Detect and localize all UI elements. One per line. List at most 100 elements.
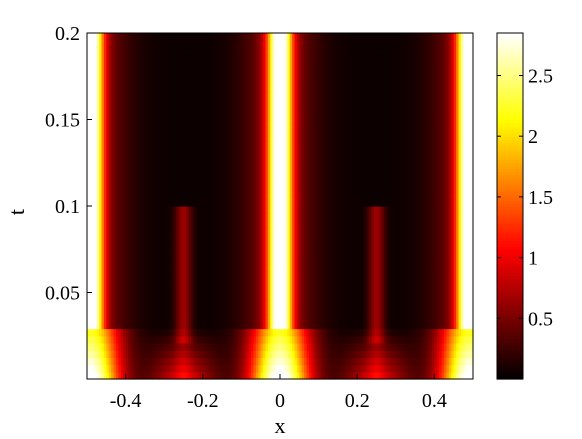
heatmap-cell bbox=[429, 198, 433, 207]
heatmap-cell bbox=[412, 162, 416, 171]
heatmap-cell bbox=[374, 364, 378, 373]
heatmap-cell bbox=[306, 162, 310, 171]
heatmap-cell bbox=[294, 342, 298, 351]
heatmap-cell bbox=[366, 299, 370, 308]
heatmap-cell bbox=[226, 263, 230, 272]
heatmap-cell bbox=[313, 299, 317, 308]
heatmap-cell bbox=[255, 335, 259, 344]
heatmap-cell bbox=[316, 177, 320, 185]
heatmap-cell bbox=[176, 162, 180, 171]
heatmap-cell bbox=[224, 371, 228, 380]
heatmap-cell bbox=[96, 321, 100, 330]
heatmap-cell bbox=[465, 335, 469, 344]
heatmap-cell bbox=[415, 285, 419, 294]
heatmap-cell bbox=[207, 263, 211, 272]
heatmap-cell bbox=[313, 350, 317, 358]
heatmap-cell bbox=[468, 155, 472, 164]
heatmap-cell bbox=[118, 191, 122, 200]
heatmap-cell bbox=[272, 263, 276, 272]
heatmap-cell bbox=[318, 206, 322, 214]
heatmap-cell bbox=[436, 278, 440, 286]
heatmap-cell bbox=[202, 278, 206, 286]
heatmap-cell bbox=[154, 177, 158, 185]
heatmap-cell bbox=[313, 249, 317, 258]
heatmap-cell bbox=[144, 256, 148, 265]
heatmap-cell bbox=[164, 206, 168, 214]
heatmap-cell bbox=[103, 162, 107, 171]
heatmap-cell bbox=[453, 227, 457, 236]
heatmap-cell bbox=[415, 364, 419, 373]
heatmap-cell bbox=[388, 342, 392, 351]
heatmap-cell bbox=[296, 306, 300, 315]
heatmap-cell bbox=[436, 306, 440, 315]
heatmap-cell bbox=[140, 162, 144, 171]
heatmap-cell bbox=[265, 314, 269, 322]
heatmap-cell bbox=[395, 155, 399, 164]
heatmap-cell bbox=[419, 328, 423, 337]
heatmap-cell bbox=[354, 292, 358, 301]
heatmap-cell bbox=[135, 321, 139, 330]
heatmap-cell bbox=[265, 213, 269, 222]
heatmap-cell bbox=[390, 242, 394, 250]
heatmap-cell bbox=[263, 162, 267, 171]
heatmap-cell bbox=[229, 321, 233, 330]
heatmap-cell bbox=[429, 299, 433, 308]
heatmap-cell bbox=[193, 234, 197, 243]
heatmap-cell bbox=[207, 220, 211, 229]
heatmap-cell bbox=[169, 292, 173, 301]
heatmap-cell bbox=[340, 184, 344, 193]
heatmap-cell bbox=[330, 285, 334, 294]
heatmap-cell bbox=[224, 184, 228, 193]
heatmap-cell bbox=[108, 342, 112, 351]
heatmap-cell bbox=[340, 328, 344, 337]
heatmap-cell bbox=[439, 263, 443, 272]
heatmap-cell bbox=[99, 321, 103, 330]
heatmap-cell bbox=[280, 299, 284, 308]
heatmap-cell bbox=[140, 169, 144, 178]
heatmap-cell bbox=[229, 184, 233, 193]
heatmap-cell bbox=[359, 292, 363, 301]
heatmap-cell bbox=[289, 357, 293, 366]
heatmap-cell bbox=[390, 256, 394, 265]
heatmap-cell bbox=[156, 177, 160, 185]
heatmap-cell bbox=[234, 314, 238, 322]
heatmap-cell bbox=[185, 299, 189, 308]
heatmap-cell bbox=[415, 242, 419, 250]
heatmap-cell bbox=[453, 169, 457, 178]
heatmap-cell bbox=[260, 227, 264, 236]
heatmap-cell bbox=[386, 169, 390, 178]
heatmap-cell bbox=[207, 292, 211, 301]
heatmap-cell bbox=[176, 263, 180, 272]
heatmap-cell bbox=[311, 256, 315, 265]
heatmap-cell bbox=[400, 350, 404, 358]
heatmap-cell bbox=[103, 306, 107, 315]
heatmap-cell bbox=[212, 177, 216, 185]
heatmap-cell bbox=[289, 306, 293, 315]
heatmap-cell bbox=[328, 357, 332, 366]
heatmap-cell bbox=[393, 270, 397, 279]
heatmap-cell bbox=[417, 350, 421, 358]
heatmap-cell bbox=[132, 328, 136, 337]
heatmap-cell bbox=[337, 169, 341, 178]
heatmap-cell bbox=[156, 350, 160, 358]
heatmap-cell bbox=[337, 278, 341, 286]
heatmap-cell bbox=[422, 342, 426, 351]
heatmap-cell bbox=[458, 263, 462, 272]
heatmap-cell bbox=[238, 364, 242, 373]
heatmap-cell bbox=[200, 342, 204, 351]
heatmap-cell bbox=[99, 270, 103, 279]
heatmap-cell bbox=[321, 335, 325, 344]
heatmap-cell bbox=[383, 357, 387, 366]
heatmap-cell bbox=[444, 306, 448, 315]
heatmap-cell bbox=[118, 249, 122, 258]
heatmap-cell bbox=[169, 242, 173, 250]
heatmap-cell bbox=[284, 314, 288, 322]
heatmap-cell bbox=[458, 249, 462, 258]
heatmap-cell bbox=[96, 278, 100, 286]
heatmap-cell bbox=[142, 328, 146, 337]
heatmap-cell bbox=[128, 371, 132, 380]
heatmap-cell bbox=[468, 234, 472, 243]
heatmap-cell bbox=[132, 335, 136, 344]
heatmap-cell bbox=[468, 263, 472, 272]
heatmap-cell bbox=[306, 335, 310, 344]
